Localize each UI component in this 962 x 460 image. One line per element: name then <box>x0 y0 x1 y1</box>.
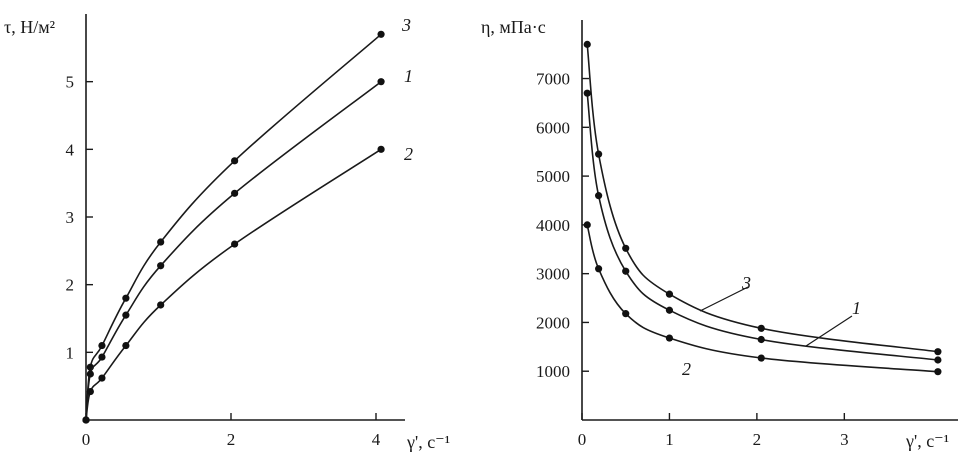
data-point <box>583 221 591 229</box>
x-axis-label: γ', с⁻¹ <box>905 431 949 451</box>
x-tick-label: 3 <box>840 430 849 449</box>
x-tick-label: 1 <box>665 430 674 449</box>
series-label-1: 1 <box>852 298 861 318</box>
series-line-1 <box>85 81 382 421</box>
x-tick-label: 0 <box>82 430 91 449</box>
data-point <box>122 294 130 302</box>
data-point <box>757 335 765 344</box>
x-tick-label: 2 <box>753 430 762 449</box>
data-point <box>98 374 106 382</box>
data-point <box>622 310 630 318</box>
data-point <box>377 30 385 38</box>
x-tick-label: 0 <box>578 430 587 449</box>
data-point <box>231 189 239 197</box>
data-point <box>595 150 603 158</box>
viscosity-chart: 1000 2000 3000 4000 5000 6000 7000 0 1 2 3 η, мПа·с… <box>481 17 958 451</box>
data-point <box>583 40 591 48</box>
data-point <box>98 353 106 361</box>
y-axis-label: η, мПа·с <box>481 17 546 37</box>
data-point <box>98 341 106 350</box>
data-point <box>622 244 630 252</box>
series-label-leader <box>805 315 853 347</box>
series-label-2: 2 <box>404 144 413 164</box>
shear-stress-chart: 1 2 3 4 5 0 2 4 τ, Н/м² γ', с⁻¹ 3 1 2 <box>4 14 450 452</box>
data-point <box>231 240 239 248</box>
data-point <box>757 354 765 362</box>
series-label-3: 3 <box>741 273 751 293</box>
y-tick-label: 7000 <box>536 70 570 89</box>
data-point <box>157 238 165 246</box>
data-point <box>157 301 165 309</box>
data-point <box>622 267 630 275</box>
data-point <box>595 265 603 273</box>
data-point <box>122 311 130 319</box>
data-point <box>934 368 942 376</box>
data-point <box>157 262 165 270</box>
series-line-3 <box>85 33 382 421</box>
data-point <box>757 324 765 332</box>
data-point <box>665 290 674 298</box>
y-tick-label: 2 <box>66 276 75 295</box>
data-point <box>583 89 591 97</box>
data-point <box>231 157 239 165</box>
x-axis-label: γ', с⁻¹ <box>406 432 450 452</box>
data-point <box>377 78 385 86</box>
series-label-3: 3 <box>401 15 411 35</box>
y-tick-label: 6000 <box>536 118 570 137</box>
data-point <box>595 192 603 200</box>
data-point <box>934 356 942 364</box>
y-tick-label: 4 <box>66 140 75 159</box>
series-line-3 <box>586 44 939 353</box>
y-tick-label: 1 <box>66 343 75 362</box>
y-tick-label: 5000 <box>536 167 570 186</box>
data-point <box>665 306 674 314</box>
y-axis-label: τ, Н/м² <box>4 17 55 37</box>
y-tick-label: 3 <box>66 208 75 227</box>
y-tick-label: 3000 <box>536 265 570 284</box>
x-tick-label: 4 <box>372 430 381 449</box>
series-label-2: 2 <box>682 359 691 379</box>
y-tick-label: 1000 <box>536 362 570 381</box>
series-line-1 <box>586 93 938 361</box>
data-point <box>86 387 94 396</box>
y-tick-label: 2000 <box>536 313 570 332</box>
y-tick-label: 5 <box>66 73 75 92</box>
x-tick-label: 2 <box>227 430 236 449</box>
series-label-leader <box>699 286 749 312</box>
y-tick-label: 4000 <box>536 216 570 235</box>
data-point <box>122 341 130 350</box>
data-point <box>665 334 674 342</box>
data-point <box>82 416 90 424</box>
series-label-1: 1 <box>404 66 413 86</box>
data-point <box>377 145 385 153</box>
series-line-2 <box>586 224 938 373</box>
data-point <box>934 348 942 356</box>
data-point <box>86 370 94 378</box>
